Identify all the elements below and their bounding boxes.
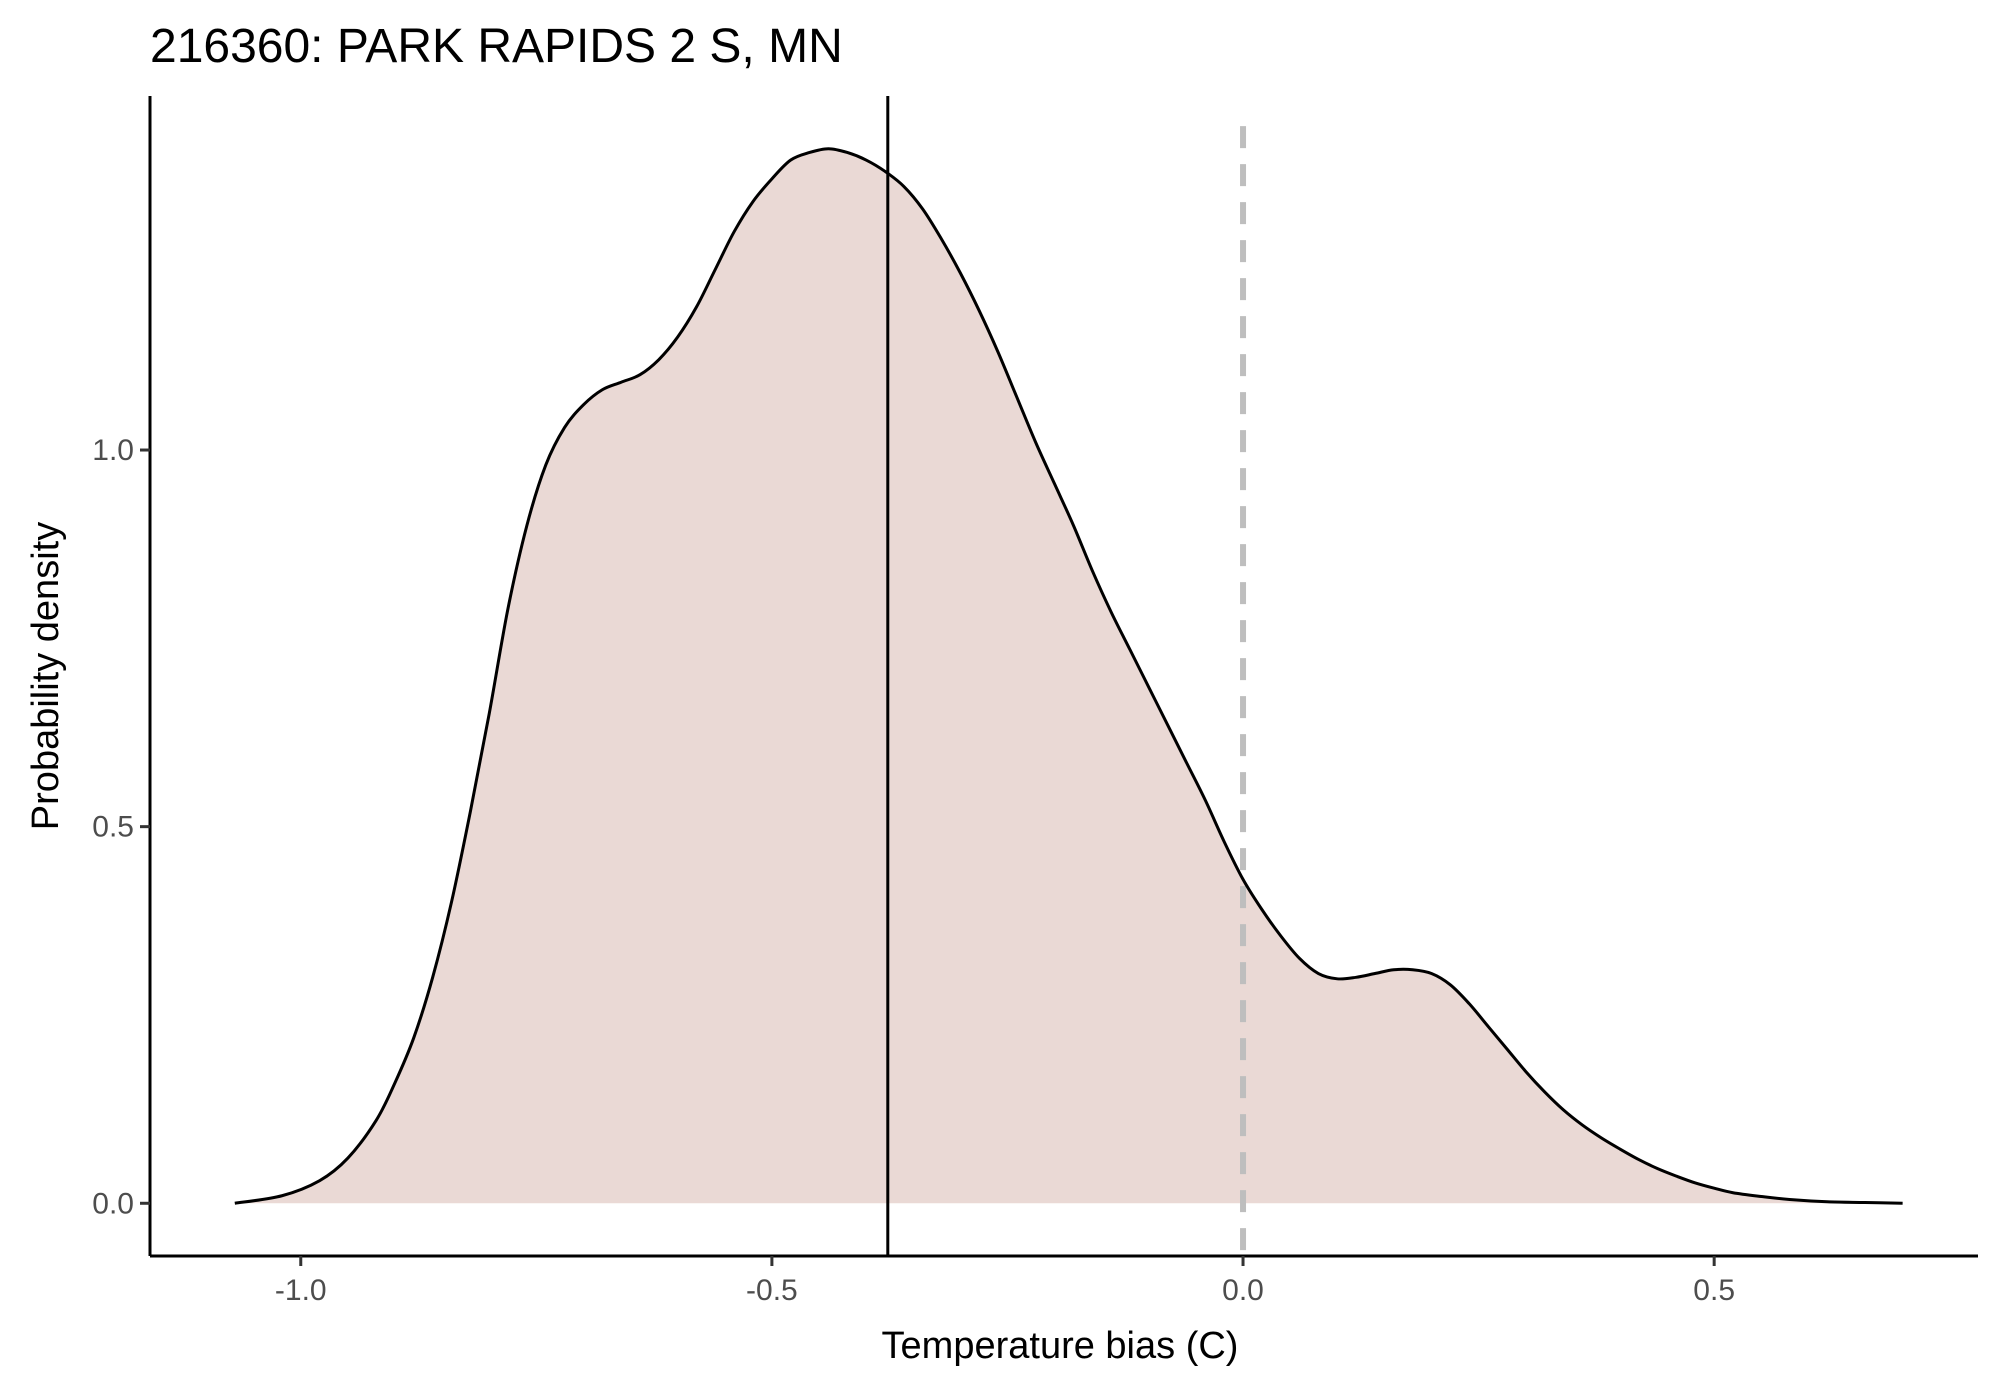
x-axis-ticks: -1.0 -0.5 0.0 0.5 — [275, 1256, 1735, 1307]
plot-area — [234, 96, 1903, 1256]
x-axis-title: Temperature bias (C) — [882, 1325, 1239, 1367]
x-tick-label: 0.0 — [1222, 1274, 1264, 1307]
x-tick-label: -1.0 — [275, 1274, 327, 1307]
x-tick-label: 0.5 — [1693, 1274, 1735, 1307]
y-tick-label: 1.0 — [92, 434, 134, 467]
y-axis-title: Probability density — [25, 522, 67, 830]
x-tick-label: -0.5 — [746, 1274, 798, 1307]
y-tick-label: 0.5 — [92, 811, 134, 844]
density-curve — [234, 147, 1903, 1205]
y-axis-ticks: 0.0 0.5 1.0 — [92, 434, 150, 1220]
chart-title: 216360: PARK RAPIDS 2 S, MN — [150, 20, 843, 73]
y-tick-label: 0.0 — [92, 1187, 134, 1220]
density-area-fill — [234, 148, 1903, 1204]
